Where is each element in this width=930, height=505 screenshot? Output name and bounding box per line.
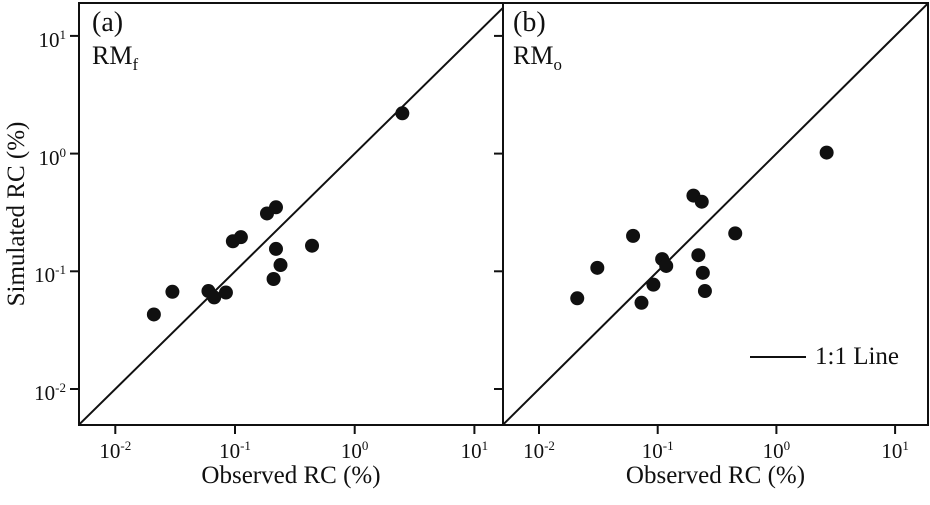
data-point-b	[691, 248, 706, 263]
y-axis-title: Simulated RC (%)	[3, 121, 30, 307]
x-tick-label-a: 101	[460, 438, 489, 463]
data-point-a	[165, 284, 180, 299]
x-tick-label-b: 10-1	[641, 438, 674, 463]
data-point-b	[695, 265, 710, 280]
one-to-one-line-a	[78, 7, 504, 426]
data-point-b	[570, 291, 585, 306]
x-tick-label-b: 10-2	[523, 438, 555, 463]
panel-a-tag: (a)	[92, 7, 124, 38]
data-point-a	[218, 285, 233, 300]
panel-b-model-base: RM	[513, 41, 554, 70]
data-point-b	[590, 260, 605, 275]
data-point-a	[207, 290, 222, 305]
data-point-a	[266, 272, 281, 287]
data-point-a	[146, 307, 161, 322]
y-tick-label: 10-1	[34, 262, 66, 288]
one-to-one-line-b	[502, 2, 929, 426]
y-tick-label: 101	[38, 26, 66, 52]
data-point-a	[268, 241, 283, 256]
x-tick-label-b: 100	[762, 438, 791, 463]
panel-b-model-subscript: o	[553, 55, 562, 75]
data-point-b	[634, 295, 649, 310]
data-point-a	[233, 230, 248, 245]
x-tick-label-a: 10-2	[99, 438, 132, 463]
panel-a-model-subscript: f	[132, 55, 139, 75]
data-point-b	[646, 277, 661, 292]
panel-a-model-label: RMf	[92, 40, 138, 81]
one-to-one-line-legend-swatch	[750, 356, 806, 358]
legend: 1:1 Line	[750, 343, 899, 371]
data-point-a	[395, 106, 410, 121]
data-point-b	[728, 226, 743, 241]
legend-label: 1:1 Line	[815, 343, 900, 370]
data-point-b	[819, 145, 834, 160]
data-point-b	[697, 284, 712, 299]
y-tick-label: 10-2	[34, 380, 66, 405]
data-point-b	[694, 194, 709, 209]
panel-b-model-label: RMo	[513, 40, 562, 81]
y-tick-label: 100	[38, 144, 66, 170]
x-tick-label-b: 101	[881, 438, 909, 463]
x-axis-title-panel-b: Observed RC (%)	[625, 462, 806, 489]
x-tick-label-a: 100	[340, 438, 369, 463]
panel-b-tag: (b)	[513, 7, 546, 38]
data-point-b	[626, 228, 641, 243]
data-point-a	[273, 258, 288, 273]
x-axis-title-panel-a: Observed RC (%)	[201, 462, 381, 489]
x-tick-label-a: 10-1	[219, 438, 251, 463]
data-point-a	[305, 238, 320, 253]
data-point-a	[268, 200, 283, 215]
data-point-b	[659, 258, 674, 273]
panel-a-model-base: RM	[92, 41, 133, 70]
panel-b-frame	[502, 2, 929, 426]
